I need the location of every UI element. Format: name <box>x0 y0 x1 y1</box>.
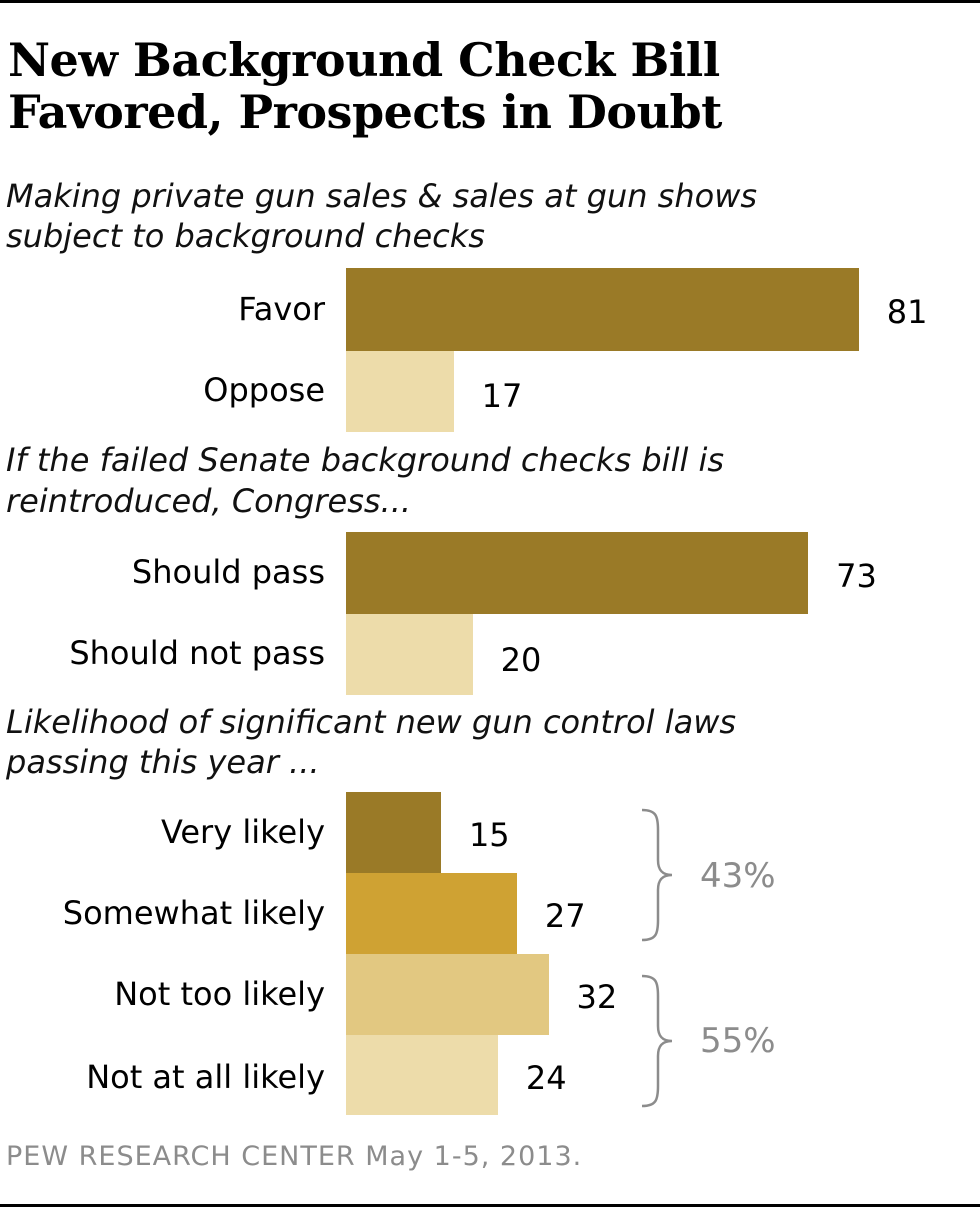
chart-title: New Background Check Bill Favored, Prosp… <box>8 34 722 138</box>
question-1-line-1: Making private gun sales & sales at gun … <box>6 177 758 215</box>
question-2-line-1: If the failed Senate background checks b… <box>6 441 725 479</box>
title-line-1: New Background Check Bill <box>8 33 720 87</box>
category-label-very-likely: Very likely <box>160 813 325 851</box>
source-note: PEW RESEARCH CENTER May 1-5, 2013. <box>6 1141 583 1172</box>
question-2-line-2: reintroduced, Congress... <box>6 482 412 520</box>
value-label-favor: 81 <box>886 293 928 331</box>
value-label-oppose: 17 <box>481 377 523 415</box>
value-label-not-too-likely: 32 <box>576 978 618 1016</box>
bar-favor <box>346 268 859 351</box>
value-label-should-not-pass: 20 <box>500 641 542 679</box>
question-1-line-2: subject to background checks <box>6 217 485 255</box>
category-label-not-at-all-likely: Not at all likely <box>86 1058 325 1096</box>
top-rule <box>0 0 980 3</box>
bar-oppose <box>346 351 454 432</box>
net-label-likely: 43% <box>700 856 776 896</box>
category-label-not-too-likely: Not too likely <box>114 975 325 1013</box>
category-label-oppose: Oppose <box>203 371 325 409</box>
value-label-not-at-all-likely: 24 <box>525 1059 567 1097</box>
category-label-somewhat-likely: Somewhat likely <box>62 894 325 932</box>
category-label-favor: Favor <box>238 290 325 328</box>
value-label-should-pass: 73 <box>836 557 877 595</box>
brace-not-likely-net <box>641 974 673 1108</box>
bar-somewhat-likely <box>346 873 517 954</box>
title-line-2: Favored, Prospects in Doubt <box>8 85 722 139</box>
bottom-rule <box>0 1204 980 1207</box>
bar-should-pass <box>346 532 809 614</box>
question-3-line-2: passing this year ... <box>6 743 320 781</box>
bar-not-at-all-likely <box>346 1035 498 1115</box>
value-label-somewhat-likely: 27 <box>544 897 586 935</box>
bar-not-too-likely <box>346 954 549 1035</box>
brace-likely-net <box>641 808 673 942</box>
category-label-should-not-pass: Should not pass <box>69 634 325 672</box>
bar-should-not-pass <box>346 614 473 695</box>
category-label-should-pass: Should pass <box>131 553 325 591</box>
value-label-very-likely: 15 <box>468 816 510 854</box>
net-label-not-likely: 55% <box>700 1021 776 1061</box>
bar-very-likely <box>346 792 441 873</box>
question-3-line-1: Likelihood of significant new gun contro… <box>6 703 737 741</box>
